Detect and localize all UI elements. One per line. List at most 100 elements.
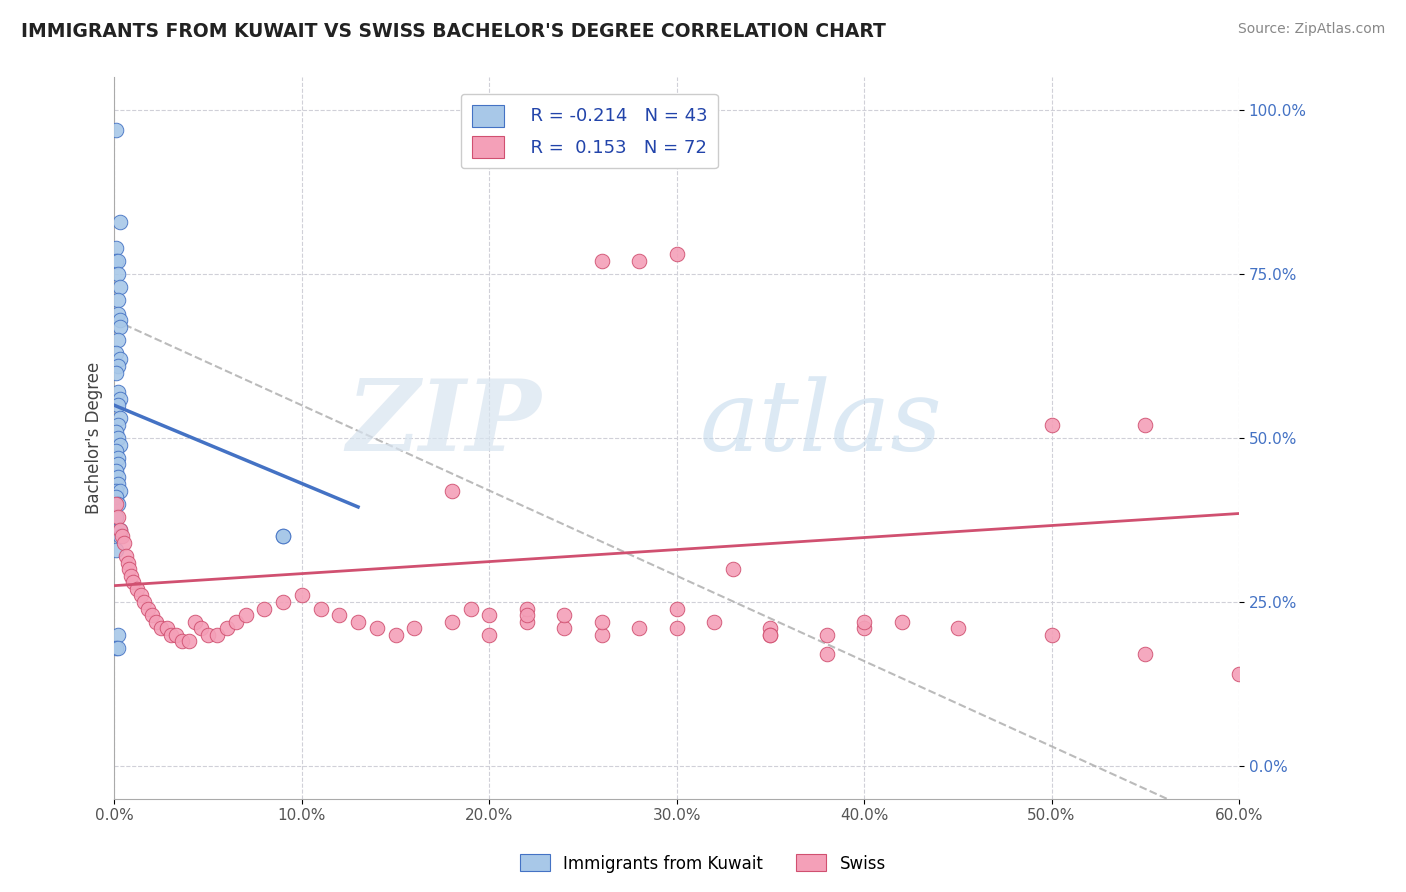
Point	[1135, 417, 1157, 432]
Point	[120, 569, 142, 583]
Point	[815, 648, 838, 662]
Point	[225, 615, 247, 629]
Point	[347, 615, 370, 629]
Point	[105, 346, 128, 360]
Text: IMMIGRANTS FROM KUWAIT VS SWISS BACHELOR'S DEGREE CORRELATION CHART: IMMIGRANTS FROM KUWAIT VS SWISS BACHELOR…	[21, 22, 886, 41]
Point	[107, 509, 129, 524]
Point	[553, 608, 575, 623]
Point	[150, 621, 173, 635]
Legend: Immigrants from Kuwait, Swiss: Immigrants from Kuwait, Swiss	[513, 847, 893, 880]
Legend:   R = -0.214   N = 43,   R =  0.153   N = 72: R = -0.214 N = 43, R = 0.153 N = 72	[461, 94, 718, 169]
Point	[628, 254, 651, 268]
Y-axis label: Bachelor's Degree: Bachelor's Degree	[86, 362, 103, 514]
Point	[105, 254, 128, 268]
Point	[184, 615, 207, 629]
Point	[291, 589, 314, 603]
Point	[156, 621, 179, 635]
Point	[384, 628, 406, 642]
Point	[108, 215, 131, 229]
Point	[108, 352, 131, 367]
Point	[107, 628, 129, 642]
Point	[105, 509, 128, 524]
Text: Source: ZipAtlas.com: Source: ZipAtlas.com	[1237, 22, 1385, 37]
Point	[108, 319, 131, 334]
Point	[107, 640, 129, 655]
Point	[107, 470, 129, 484]
Point	[460, 601, 482, 615]
Point	[366, 621, 388, 635]
Point	[853, 615, 876, 629]
Point	[136, 601, 159, 615]
Point	[853, 621, 876, 635]
Text: ZIP: ZIP	[347, 376, 541, 472]
Point	[145, 615, 167, 629]
Point	[108, 523, 131, 537]
Point	[141, 608, 163, 623]
Point	[108, 313, 131, 327]
Point	[107, 497, 129, 511]
Point	[107, 333, 129, 347]
Point	[105, 464, 128, 478]
Point	[108, 411, 131, 425]
Point	[478, 628, 501, 642]
Point	[328, 608, 350, 623]
Point	[759, 628, 782, 642]
Point	[759, 628, 782, 642]
Point	[721, 562, 744, 576]
Point	[197, 628, 219, 642]
Point	[1040, 417, 1063, 432]
Point	[125, 582, 148, 596]
Point	[271, 529, 294, 543]
Point	[107, 293, 129, 308]
Point	[112, 536, 135, 550]
Point	[108, 437, 131, 451]
Point	[253, 601, 276, 615]
Point	[108, 529, 131, 543]
Point	[107, 417, 129, 432]
Point	[105, 425, 128, 439]
Point	[207, 628, 229, 642]
Point	[1227, 667, 1250, 681]
Point	[159, 628, 181, 642]
Point	[440, 615, 463, 629]
Point	[118, 562, 141, 576]
Text: atlas: atlas	[699, 376, 942, 471]
Point	[107, 431, 129, 445]
Point	[114, 549, 136, 563]
Point	[105, 497, 128, 511]
Point	[105, 366, 128, 380]
Point	[665, 247, 688, 261]
Point	[105, 490, 128, 504]
Point	[111, 529, 134, 543]
Point	[134, 595, 156, 609]
Point	[105, 640, 128, 655]
Point	[759, 621, 782, 635]
Point	[235, 608, 257, 623]
Point	[170, 634, 193, 648]
Point	[1135, 648, 1157, 662]
Point	[108, 392, 131, 406]
Point	[107, 359, 129, 373]
Point	[190, 621, 212, 635]
Point	[516, 615, 538, 629]
Point	[107, 306, 129, 320]
Point	[946, 621, 969, 635]
Point	[165, 628, 187, 642]
Point	[516, 608, 538, 623]
Point	[105, 241, 128, 255]
Point	[105, 444, 128, 458]
Point	[179, 634, 201, 648]
Point	[108, 483, 131, 498]
Point	[122, 575, 145, 590]
Point	[107, 458, 129, 472]
Point	[478, 608, 501, 623]
Point	[107, 477, 129, 491]
Point	[309, 601, 332, 615]
Point	[108, 280, 131, 294]
Point	[117, 556, 139, 570]
Point	[516, 601, 538, 615]
Point	[1040, 628, 1063, 642]
Point	[553, 621, 575, 635]
Point	[105, 123, 128, 137]
Point	[107, 254, 129, 268]
